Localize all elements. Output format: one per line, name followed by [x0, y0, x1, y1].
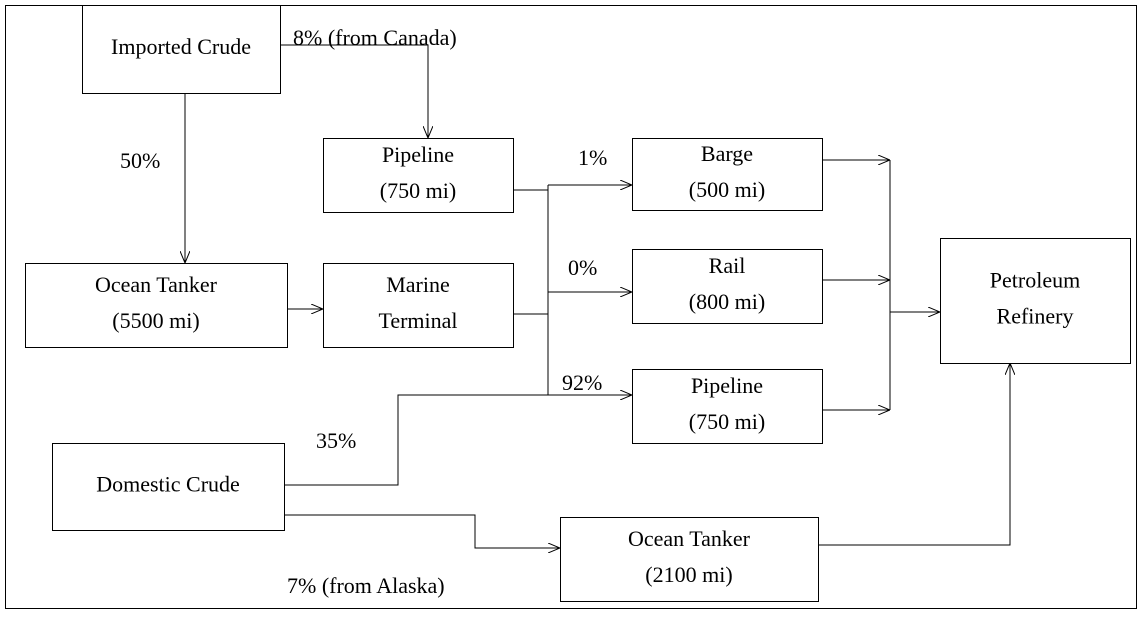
edges — [185, 44, 1010, 548]
node-label: (800 mi) — [689, 289, 765, 314]
node-label: Imported Crude — [111, 34, 251, 59]
node-box — [52, 443, 285, 531]
node-label: Marine — [386, 272, 450, 297]
node-label: Barge — [701, 141, 753, 166]
edge-label: 8% (from Canada) — [293, 25, 457, 50]
frame — [5, 5, 1137, 609]
node-label: Ocean Tanker — [628, 526, 751, 551]
edge-label: 7% (from Alaska) — [287, 573, 445, 598]
node-label: Pipeline — [691, 373, 763, 398]
edge — [280, 44, 428, 138]
node-label: Domestic Crude — [96, 472, 240, 497]
node-label: Refinery — [997, 304, 1074, 329]
node-label: (750 mi) — [380, 178, 456, 203]
node-label: (5500 mi) — [112, 308, 199, 333]
node-label: (500 mi) — [689, 177, 765, 202]
edge-label: 50% — [120, 148, 160, 173]
node-label: Petroleum — [990, 268, 1080, 293]
node-box — [632, 138, 823, 211]
edge — [818, 363, 1010, 546]
node-label: Terminal — [378, 308, 457, 333]
node-box — [323, 263, 514, 348]
node-box — [560, 517, 819, 602]
node-label: (2100 mi) — [645, 562, 732, 587]
edge — [284, 394, 548, 486]
edge-label: 35% — [316, 428, 356, 453]
node-label: Pipeline — [382, 142, 454, 167]
node-box — [82, 5, 281, 94]
node-box — [25, 263, 288, 348]
node-label: Rail — [709, 253, 746, 278]
node-label: Ocean Tanker — [95, 272, 218, 297]
node-box — [940, 238, 1131, 364]
edge — [284, 514, 560, 548]
edge-label: 0% — [568, 255, 597, 280]
node-box — [632, 249, 823, 324]
node-box — [632, 369, 823, 444]
node-box — [323, 138, 514, 213]
node-label: (750 mi) — [689, 409, 765, 434]
edge-label: 1% — [578, 145, 607, 170]
edge-label: 92% — [562, 370, 602, 395]
